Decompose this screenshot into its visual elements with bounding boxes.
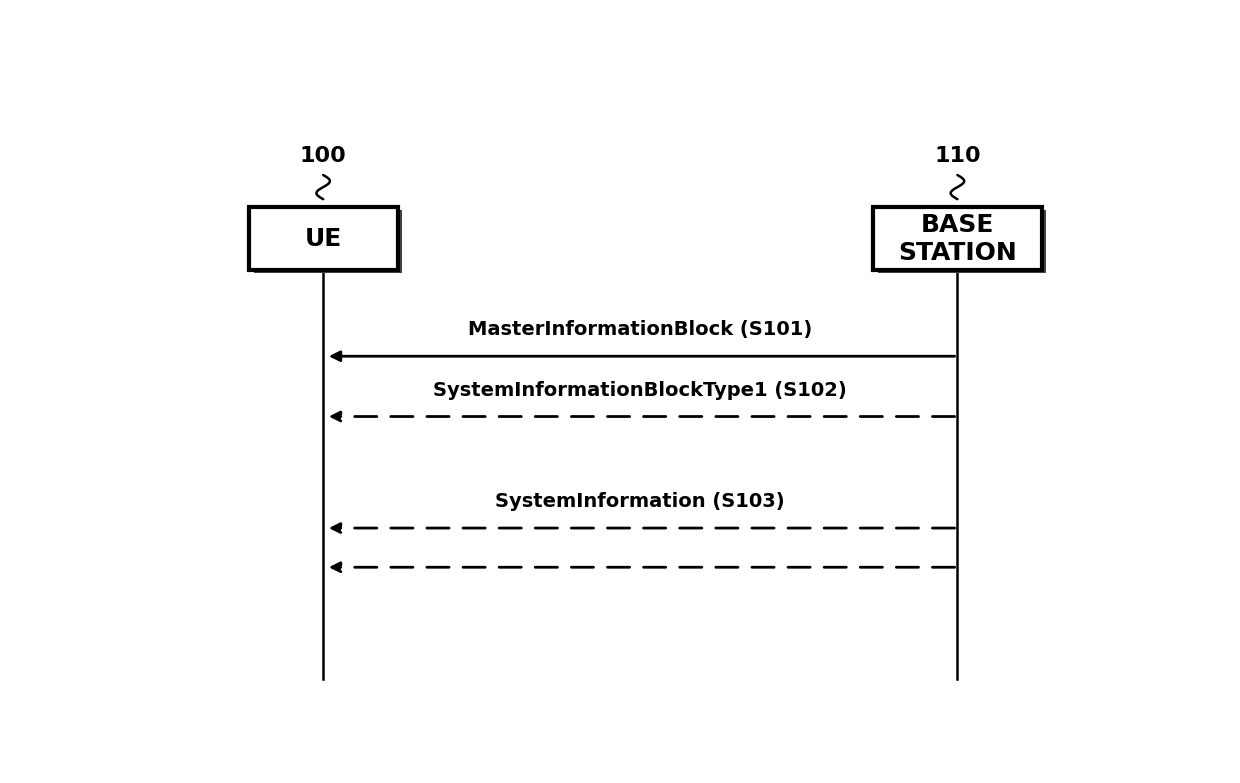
Text: SystemInformationBlockType1 (S102): SystemInformationBlockType1 (S102) — [434, 381, 847, 399]
Text: 100: 100 — [300, 146, 346, 166]
Text: SystemInformation (S103): SystemInformation (S103) — [496, 493, 785, 511]
Text: 110: 110 — [934, 146, 981, 166]
Bar — [253, 210, 403, 273]
Bar — [873, 207, 1042, 270]
Text: UE: UE — [305, 226, 342, 251]
Bar — [249, 207, 398, 270]
Text: BASE
STATION: BASE STATION — [898, 213, 1017, 265]
Text: MasterInformationBlock (S101): MasterInformationBlock (S101) — [469, 320, 812, 339]
Bar — [878, 210, 1047, 273]
